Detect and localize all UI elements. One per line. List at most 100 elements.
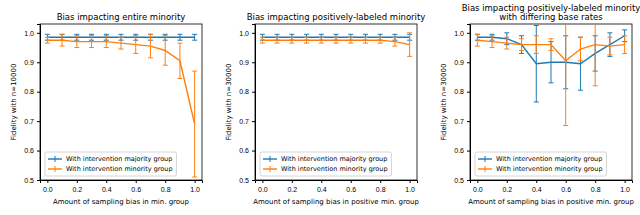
series-line <box>477 40 624 61</box>
error-bar-cap <box>275 34 280 35</box>
error-bar-cap <box>104 35 109 36</box>
x-axis-title: Amount of sampling bias in positive min.… <box>253 198 419 206</box>
x-axis-line <box>256 181 418 184</box>
error-bar-cap <box>60 34 65 35</box>
error-bar <box>563 24 568 126</box>
error-bar-cap <box>60 34 65 35</box>
legend-box <box>475 152 607 176</box>
x-tick-mark <box>507 180 508 183</box>
error-bar-cap <box>163 65 168 66</box>
x-tick-mark <box>595 180 596 183</box>
error-bar-cap <box>148 34 153 35</box>
y-tick: 0.9 <box>454 59 470 66</box>
legend-swatch-errorbar <box>270 156 271 162</box>
y-tick: 0.8 <box>24 88 40 95</box>
error-bar-cap <box>475 34 480 35</box>
x-tick-mark <box>136 180 137 183</box>
x-tick: 1.0 <box>405 180 415 193</box>
y-tick-label: 1.0 <box>24 30 34 37</box>
error-bar-cap <box>304 34 309 35</box>
error-bar-cap <box>148 34 153 35</box>
legend-label: With intervention majority group <box>66 155 172 163</box>
legend: With intervention majority groupWith int… <box>475 152 607 176</box>
error-bar-cap <box>177 40 182 41</box>
y-tick-mark <box>37 92 40 93</box>
y-tick-mark <box>252 121 255 122</box>
error-bar-cap <box>534 53 539 54</box>
error-bar-cap <box>407 32 412 33</box>
error-bar-cap <box>60 46 65 47</box>
error-bar-cap <box>490 34 495 35</box>
error-bar-cap <box>490 35 495 36</box>
error-bar-cap <box>163 34 168 35</box>
x-tick-label: 0.2 <box>287 186 297 193</box>
error-bar-cap <box>304 43 309 44</box>
error-bar-cap <box>622 29 627 30</box>
error-bar-cap <box>348 43 353 44</box>
y-tick: 0.5 <box>454 177 470 184</box>
error-bar-cap <box>607 56 612 57</box>
error-bar-cap <box>578 37 583 38</box>
error-bar-cap <box>275 43 280 44</box>
legend-swatch-errorbar <box>55 156 56 162</box>
error-bar-cap <box>334 43 339 44</box>
error-bar-cap <box>289 34 294 35</box>
y-tick-label: 0.6 <box>24 147 34 154</box>
plot-area <box>260 33 412 57</box>
legend-label: With intervention minority group <box>281 165 388 173</box>
y-tick: 0.5 <box>239 177 255 184</box>
x-tick-label: 0.4 <box>532 186 542 193</box>
plot-frame <box>255 24 417 180</box>
plot-area <box>475 24 627 126</box>
legend-box <box>45 152 177 176</box>
x-axis-title: Amount of sampling bias in positive min.… <box>468 198 634 206</box>
error-bar-cap <box>504 37 509 38</box>
error-bar-cap <box>177 43 182 44</box>
error-bar-cap <box>133 34 138 35</box>
legend-label: With intervention minority group <box>66 165 173 173</box>
error-bar-cap <box>607 54 612 55</box>
y-tick-label: 0.8 <box>454 88 464 95</box>
error-bar-cap <box>275 37 280 38</box>
error-bar-cap <box>319 43 324 44</box>
error-bar-line <box>609 33 610 57</box>
error-bar-cap <box>392 46 397 47</box>
error-bar-cap <box>119 37 124 38</box>
x-tick-mark <box>351 180 352 183</box>
error-bar-cap <box>89 35 94 36</box>
x-tick: 0.0 <box>258 180 268 193</box>
y-tick-mark <box>37 180 40 181</box>
error-bar-cap <box>148 57 153 58</box>
x-tick-mark <box>165 180 166 183</box>
y-tick: 0.5 <box>24 177 40 184</box>
error-bar-cap <box>578 60 583 61</box>
x-tick-label: 1.0 <box>405 186 415 193</box>
x-tick-mark <box>321 180 322 183</box>
error-bar-cap <box>534 25 539 26</box>
error-bar-cap <box>519 50 524 51</box>
error-bar-cap <box>490 47 495 48</box>
title: Bias impacting positively-labeled minori… <box>247 12 426 22</box>
error-bar-cap <box>622 35 627 36</box>
y-tick: 1.0 <box>239 30 255 37</box>
error-bar-cap <box>119 49 124 50</box>
error-bar-line <box>565 24 566 126</box>
error-bar-cap <box>163 35 168 36</box>
y-tick-mark <box>252 92 255 93</box>
x-tick-mark <box>477 180 478 183</box>
y-tick-mark <box>252 62 255 63</box>
error-bar-cap <box>289 43 294 44</box>
y-tick-label: 0.6 <box>239 147 249 154</box>
y-tick-mark <box>467 62 470 63</box>
y-tick-label: 0.9 <box>454 59 464 66</box>
error-bar-cap <box>519 53 524 54</box>
y-tick-mark <box>467 33 470 34</box>
x-tick: 0.0 <box>473 180 483 193</box>
y-tick-mark <box>252 33 255 34</box>
error-bar-cap <box>192 71 197 72</box>
x-tick-label: 0.4 <box>102 186 112 193</box>
y-tick: 0.9 <box>239 59 255 66</box>
x-tick-mark <box>410 180 411 183</box>
series-line <box>477 36 624 64</box>
error-bar-cap <box>133 53 138 54</box>
